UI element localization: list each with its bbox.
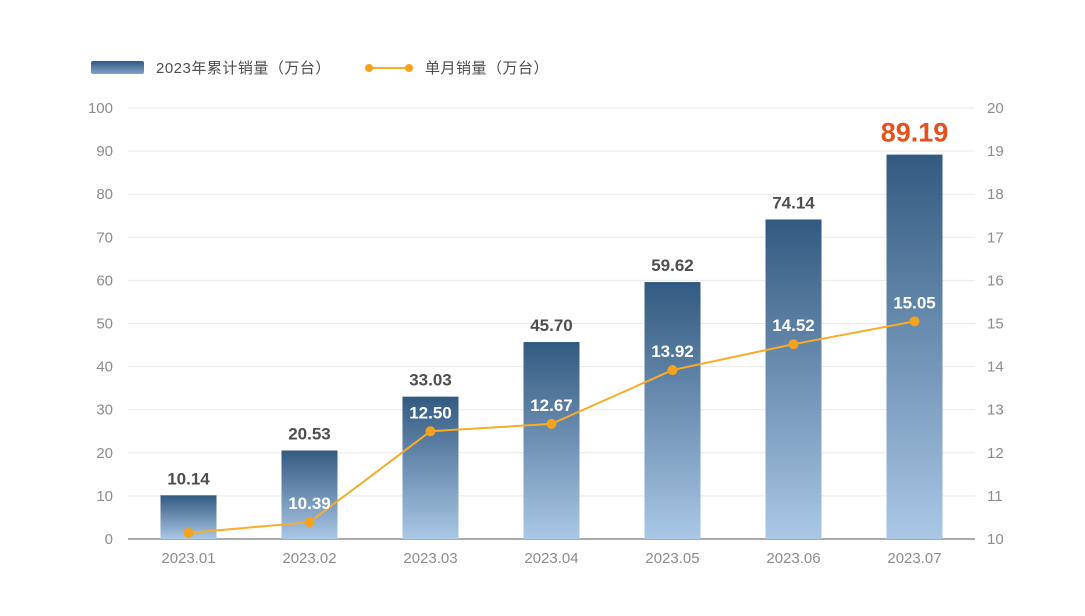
left-axis-tick: 100	[88, 100, 113, 117]
right-axis-tick: 11	[987, 488, 1003, 505]
line-marker-2023.02[interactable]	[304, 517, 315, 528]
left-axis-tick: 40	[96, 359, 113, 376]
bar-value-label: 74.14	[772, 193, 815, 212]
line-series-swatch	[365, 63, 413, 72]
left-axis-tick: 70	[96, 229, 113, 246]
right-axis-tick: 15	[987, 316, 1004, 333]
line-value-label: 15.05	[893, 293, 936, 312]
line-marker-2023.03[interactable]	[425, 426, 436, 437]
x-axis-label: 2023.06	[766, 550, 820, 567]
x-axis-label: 2023.01	[161, 550, 215, 567]
line-value-label: 12.67	[530, 396, 573, 415]
line-value-label: 12.50	[409, 403, 452, 422]
line-swatch-segment	[369, 66, 409, 69]
line-marker-2023.05[interactable]	[667, 365, 678, 376]
right-axis-tick: 20	[987, 100, 1004, 117]
bar-2023.06[interactable]	[765, 219, 822, 539]
bar-2023.03[interactable]	[402, 396, 459, 539]
bar-value-label: 33.03	[409, 371, 452, 390]
line-marker-2023.01[interactable]	[183, 527, 194, 538]
bar-value-label: 45.70	[530, 316, 573, 335]
legend-label-cumulative: 2023年累计销量（万台）	[156, 60, 331, 77]
left-axis-tick: 20	[96, 445, 113, 462]
left-axis-tick: 90	[96, 143, 113, 160]
bar-value-label: 59.62	[651, 256, 694, 275]
bar-2023.04[interactable]	[523, 342, 580, 539]
line-value-label: 13.92	[651, 342, 694, 361]
left-axis-tick: 0	[105, 531, 113, 548]
line-value-label: 10.39	[288, 494, 331, 513]
line-swatch-dot-left	[365, 63, 373, 72]
left-axis-tick: 10	[96, 488, 113, 505]
left-axis-tick: 60	[96, 272, 113, 289]
right-axis-tick: 18	[987, 186, 1004, 203]
x-axis-label: 2023.05	[645, 550, 699, 567]
right-axis-tick: 13	[987, 402, 1004, 419]
right-axis-tick: 19	[987, 143, 1004, 160]
bar-2023.07[interactable]	[886, 154, 943, 539]
left-axis-tick: 80	[96, 186, 113, 203]
left-axis-tick: 30	[96, 402, 113, 419]
bar-value-label: 20.53	[288, 425, 331, 444]
bar-series-swatch	[91, 61, 144, 74]
bar-value-label: 10.14	[167, 469, 210, 488]
right-axis-tick: 10	[987, 531, 1004, 548]
x-axis-label: 2023.02	[282, 550, 336, 567]
x-axis-label: 2023.07	[887, 550, 941, 567]
legend-item-monthly[interactable]: 单月销量（万台）	[365, 57, 549, 78]
right-axis-tick: 12	[987, 445, 1004, 462]
right-axis-tick: 17	[987, 229, 1004, 246]
bar-value-label: 89.19	[881, 118, 949, 148]
line-marker-2023.07[interactable]	[909, 316, 920, 327]
line-marker-2023.04[interactable]	[546, 418, 557, 429]
chart-legend: 2023年累计销量（万台） 单月销量（万台）	[0, 57, 1085, 77]
x-axis-label: 2023.03	[403, 550, 457, 567]
legend-item-cumulative[interactable]: 2023年累计销量（万台）	[91, 57, 331, 78]
line-swatch-dot-right	[405, 63, 413, 72]
right-axis-tick: 16	[987, 272, 1004, 289]
left-axis-tick: 50	[96, 316, 113, 333]
line-value-label: 14.52	[772, 316, 815, 335]
x-axis-label: 2023.04	[524, 550, 578, 567]
bar-2023.05[interactable]	[644, 282, 701, 539]
right-axis-tick: 14	[987, 359, 1004, 376]
line-marker-2023.06[interactable]	[788, 339, 799, 350]
legend-label-monthly: 单月销量（万台）	[425, 60, 550, 77]
